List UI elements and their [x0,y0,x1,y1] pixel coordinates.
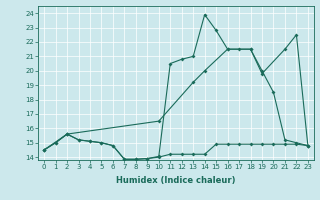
X-axis label: Humidex (Indice chaleur): Humidex (Indice chaleur) [116,176,236,185]
